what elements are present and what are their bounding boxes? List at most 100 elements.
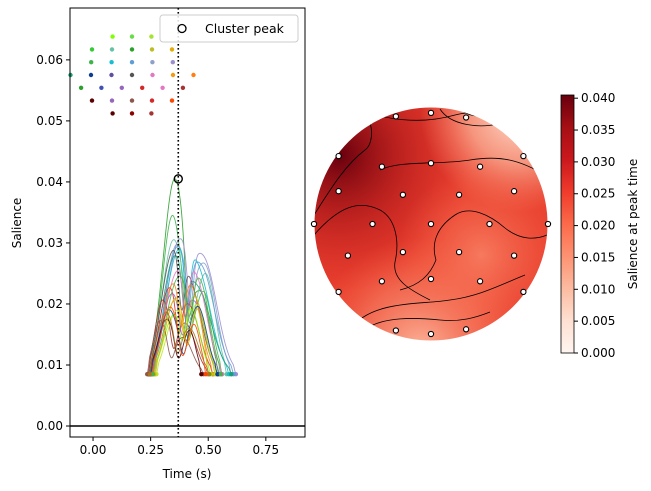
inset-sensor-dot: [169, 47, 175, 52]
series-lines: [70, 178, 305, 427]
inset-sensor-dot: [160, 85, 165, 91]
topomap-sensor-dot: [392, 327, 400, 334]
inset-sensor-dot: [140, 85, 145, 91]
topomap-sensor-dot: [427, 275, 435, 283]
topomap-sensors: [310, 109, 552, 338]
inset-sensor-dot: [149, 98, 155, 103]
inset-sensor-dot: [129, 98, 135, 103]
legend: Cluster peak: [159, 14, 299, 43]
sensor-layout-inset: [68, 34, 196, 116]
series-offset-point: [207, 371, 212, 377]
series-line: [151, 214, 223, 375]
colorbar-tick-label: 0.025: [581, 187, 615, 201]
topomap-sensor-dot: [455, 248, 463, 256]
x-tick-label: 0.75: [252, 443, 279, 457]
series-offset-point: [229, 371, 234, 377]
topomap-sensor-dot: [427, 109, 435, 117]
topomap-sensor-dot: [544, 220, 552, 228]
x-tick-label: 0.00: [80, 443, 107, 457]
inset-sensor-dot: [110, 34, 115, 39]
inset-sensor-dot: [110, 111, 115, 116]
colorbar-tick-label: 0.005: [581, 314, 615, 328]
series-line: [149, 311, 210, 375]
inset-sensor-dot: [109, 98, 115, 103]
topomap-sensor-dot: [427, 330, 435, 338]
y-tick-label: 0.05: [36, 114, 63, 128]
series-offset-point: [203, 371, 209, 377]
colorbar-tick-label: 0.010: [581, 282, 615, 296]
x-axis-label: Time (s): [162, 467, 212, 481]
inset-sensor-dot: [129, 47, 135, 52]
salience-line-chart: 0.00 0.25 0.50 0.75 0.000.010.020.030.040.0…: [10, 7, 306, 481]
topomap-sensor-dot: [378, 278, 386, 285]
legend-box: [159, 14, 299, 43]
y-tick-label: 0.02: [36, 297, 63, 311]
topomap-sensor-dot: [486, 220, 493, 228]
y-tick-label: 0.04: [36, 175, 63, 189]
series-line: [153, 297, 209, 375]
y-tick-label: 0.00: [36, 419, 63, 433]
y-axis-label: Salience: [10, 198, 24, 249]
series-line: [147, 249, 218, 375]
y-axis-ticks: 0.00 0.01 0.02 0.03 0.04 0.05 0.06: [36, 53, 70, 433]
series-offset-point: [199, 371, 204, 377]
series-line: [152, 275, 222, 375]
colorbar-tick-label: 0.030: [581, 155, 615, 169]
inset-sensor-dot: [99, 85, 104, 91]
inset-sensor-dot: [109, 72, 114, 78]
topomap-sensor-dot: [462, 114, 470, 121]
legend-label: Cluster peak: [205, 21, 285, 36]
inset-sensor-dot: [191, 72, 196, 78]
inset-sensor-dot: [180, 85, 186, 91]
topomap-sensor-dot: [310, 220, 318, 228]
x-tick-label: 0.25: [137, 443, 164, 457]
topomap-sensor-dot: [476, 278, 484, 285]
colorbar-tick-label: 0.000: [581, 346, 615, 360]
topomap-sensor-dot: [392, 113, 400, 120]
topomap-sensor-dot: [335, 288, 342, 296]
topomap-sensor-dot: [510, 188, 518, 195]
y-tick-label: 0.03: [36, 236, 63, 250]
inset-sensor-dot: [170, 60, 175, 65]
topomap-sensor-dot: [455, 191, 463, 198]
x-tick-label: 0.50: [195, 443, 222, 457]
inset-sensor-dot: [150, 72, 155, 78]
topomap-sensor-dot: [335, 152, 342, 160]
topomap-sensor-dot: [369, 220, 376, 228]
series-offset-point: [218, 371, 224, 377]
series-line: [149, 318, 202, 375]
legend-marker-icon: [177, 23, 187, 34]
topomap-sensor-dot: [520, 152, 527, 160]
salience-topomap: [310, 106, 552, 342]
inset-sensor-dot: [149, 34, 154, 39]
series-onset-point: [147, 371, 152, 377]
colorbar-ticks: 0.000 0.005 0.010 0.015 0.020 0.025 0.030 0.035…: [574, 91, 615, 360]
inset-sensor-dot: [149, 111, 154, 116]
inset-sensor-dot: [89, 60, 94, 65]
topomap-sensor-dot: [335, 188, 342, 195]
cluster-peak-markers: [173, 8, 183, 437]
colorbar-label: Salience at peak time: [626, 159, 640, 290]
x-axis-ticks: 0.00 0.25 0.50 0.75: [80, 437, 279, 457]
inset-sensor-dot: [109, 60, 114, 65]
series-offset-point: [215, 371, 220, 377]
topomap-sensor-dot: [510, 252, 518, 259]
inset-sensor-dot: [149, 47, 155, 52]
y-tick-label: 0.06: [36, 53, 63, 67]
colorbar-tick-label: 0.035: [581, 123, 615, 137]
topomap-sensor-dot: [476, 163, 484, 170]
colorbar-tick-label: 0.015: [581, 250, 615, 264]
topomap-sensor-dot: [462, 326, 470, 333]
inset-sensor-dot: [109, 47, 115, 52]
inset-sensor-dot: [129, 72, 135, 78]
series-onset-point: [150, 371, 156, 377]
colorbar-tick-label: 0.040: [581, 91, 615, 105]
y-tick-label: 0.01: [36, 358, 63, 372]
topomap-sensor-dot: [344, 252, 352, 259]
colorbar-gradient: [560, 94, 575, 354]
inset-sensor-dot: [129, 111, 135, 116]
colorbar: 0.000 0.005 0.010 0.015 0.020 0.025 0.030 0.035…: [560, 91, 640, 360]
series-line: [150, 178, 220, 375]
inset-sensor-dot: [119, 85, 125, 91]
